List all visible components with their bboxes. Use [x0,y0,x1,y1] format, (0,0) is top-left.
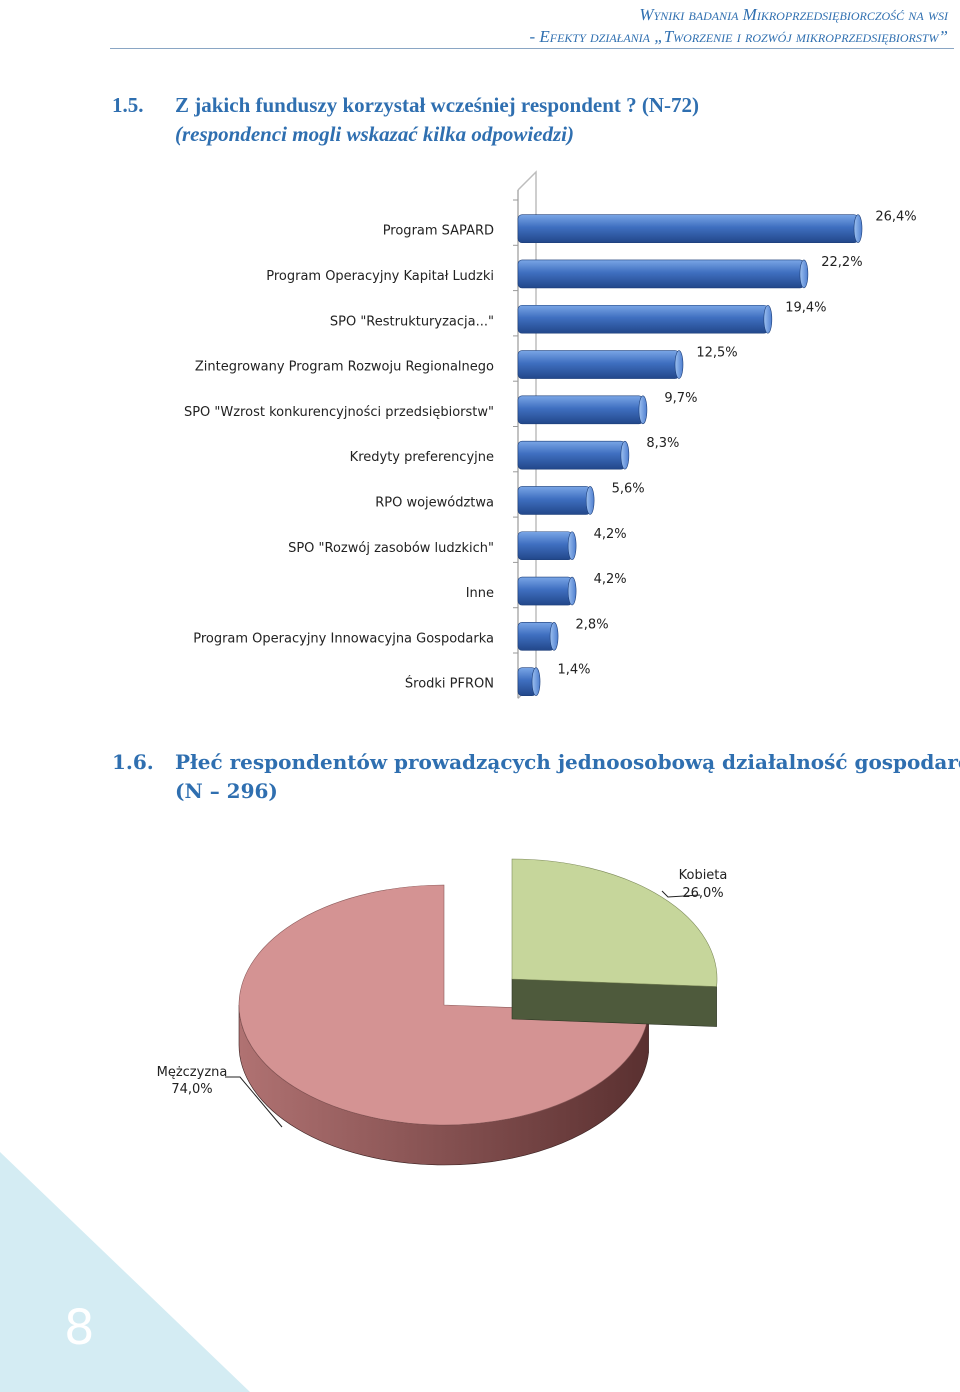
chart-back-wall [517,170,537,699]
value-label: 4,2% [594,527,627,542]
value-label: 26,4% [875,210,916,225]
funds-bar-chart: Program SAPARD 26,4% Program Operacyjny Ka… [184,170,917,699]
category-label: SPO "Wzrost konkurencyjności przedsiębio… [184,405,494,420]
pie-label-kobieta: Kobieta 26,0% [661,868,728,901]
pie-label-mezczyzna: Mężczyzna 74,0% [157,1065,283,1128]
gender-pie-chart: Kobieta 26,0% Mężczyzna 74,0% [157,858,728,1166]
bar [517,304,773,334]
bar [517,259,809,289]
section-title-line-2: (N – 296) [175,779,278,803]
header-line-2: - Efekty działania „Tworzenie i rozwój m… [529,27,948,46]
category-label: Kredyty preferencyjne [350,450,494,465]
category-label: RPO województwa [375,495,494,510]
section-1-6-title: 1.6. Płeć respondentów prowadzących jedn… [112,748,960,808]
category-label: Program Operacyjny Innowacyjna Gospodark… [193,631,494,646]
category-label: SPO "Rozwój zasobów ludzkich" [288,541,494,556]
page-corner-triangle [0,1152,250,1392]
bar [517,622,559,651]
section-1-5-title: 1.5. Z jakich funduszy korzystał wcześni… [112,91,952,151]
value-label: 4,2% [594,572,627,587]
bar [517,350,684,379]
slice-category: Kobieta [679,868,728,883]
slice-value: 26,0% [682,886,723,901]
pie-slice-kobieta [511,858,718,1027]
bar [517,486,595,515]
bar [517,214,863,243]
header-divider [110,48,954,49]
value-label: 12,5% [696,346,737,361]
slice-value: 74,0% [171,1082,212,1097]
value-label: 22,2% [821,255,862,270]
section-title-line-1: Płeć respondentów prowadzących jednoosob… [175,750,960,774]
leader-line [225,1076,283,1128]
category-label: Zintegrowany Program Rozwoju Regionalneg… [195,360,494,375]
value-label: 2,8% [576,617,609,632]
bar [517,667,541,696]
header-line-1: Wyniki badania Mikroprzedsiębiorczość na… [639,5,948,24]
value-label: 5,6% [612,481,645,496]
category-label: Program SAPARD [383,224,494,239]
page-number: 8 [64,1300,95,1356]
value-label: 19,4% [785,300,826,315]
slice-category: Mężczyzna [157,1065,228,1080]
section-question: Z jakich funduszy korzystał wcześniej re… [175,93,700,117]
pie-slice-mezczyzna [238,884,649,1166]
bar [517,395,648,425]
running-header: Wyniki badania Mikroprzedsiębiorczość na… [529,4,948,48]
value-label: 9,7% [664,391,697,406]
category-label: Środki PFRON [405,676,494,692]
section-number: 1.5. [112,93,144,117]
category-label: SPO "Restrukturyzacja..." [330,314,494,329]
bar [517,531,577,561]
value-label: 8,3% [646,436,679,451]
category-label: Program Operacyjny Kapitał Ludzki [266,269,494,284]
leader-line [661,890,701,898]
section-subtitle: (respondenci mogli wskazać kilka odpowie… [175,122,574,146]
bar [517,576,577,606]
section-number: 1.6. [112,750,154,774]
value-label: 1,4% [558,663,591,678]
category-label: Inne [466,586,494,601]
bar [517,440,630,470]
